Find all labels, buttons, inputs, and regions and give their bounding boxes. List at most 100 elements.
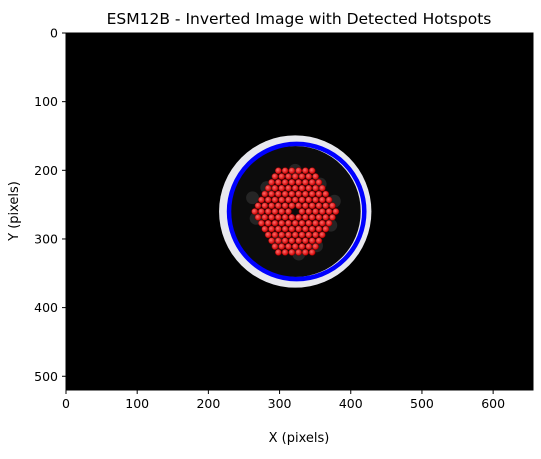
hotspot-point xyxy=(299,173,305,179)
hotspot-point xyxy=(306,220,312,226)
hotspot-point xyxy=(272,232,278,238)
hotspot-point xyxy=(316,214,322,220)
hotspot-point xyxy=(272,185,278,191)
hotspot-point xyxy=(262,203,268,209)
hotspot-point xyxy=(265,185,271,191)
hotspot-point xyxy=(282,191,288,197)
hotspot-point xyxy=(292,243,298,249)
hotspot-point xyxy=(262,214,268,220)
hotspot-point xyxy=(296,214,302,220)
hotspot-point xyxy=(272,220,278,226)
hotspot-point xyxy=(309,203,315,209)
hotspot-point xyxy=(272,173,278,179)
hotspot-point xyxy=(289,191,295,197)
hotspot-point xyxy=(306,243,312,249)
hotspot-point xyxy=(323,191,329,197)
hotspot-point xyxy=(316,191,322,197)
hotspot-point xyxy=(296,179,302,185)
hotspot-point xyxy=(326,197,332,203)
hotspot-point xyxy=(312,173,318,179)
hotspot-point xyxy=(319,208,325,214)
x-axis-ticks: 0 100 200 300 400 500 600 xyxy=(62,390,505,411)
hotspot-point xyxy=(275,249,281,255)
hotspot-point xyxy=(326,208,332,214)
hotspot-point xyxy=(292,185,298,191)
hotspot-point xyxy=(292,232,298,238)
hotspot-point xyxy=(268,214,274,220)
hotspot-point xyxy=(265,197,271,203)
hotspot-point xyxy=(302,191,308,197)
hotspot-point xyxy=(319,232,325,238)
hotspot-point xyxy=(312,243,318,249)
x-tick-label: 600 xyxy=(481,396,505,411)
hotspot-point xyxy=(285,208,291,214)
hotspot-point xyxy=(302,249,308,255)
y-tick-label: 400 xyxy=(34,300,58,315)
hotspot-point xyxy=(282,238,288,244)
hotspot-point xyxy=(296,168,302,174)
hotspot-point xyxy=(282,249,288,255)
hotspot-point xyxy=(285,197,291,203)
hotspot-point xyxy=(279,173,285,179)
hotspot-point xyxy=(312,197,318,203)
hotspot-point xyxy=(326,220,332,226)
hotspot-point xyxy=(319,185,325,191)
hotspot-point xyxy=(275,214,281,220)
hotspot-point xyxy=(258,208,264,214)
hotspot-point xyxy=(319,197,325,203)
hotspot-point xyxy=(285,173,291,179)
hotspot-point xyxy=(323,203,329,209)
hotspot-point xyxy=(258,197,264,203)
hotspot-point xyxy=(299,208,305,214)
hotspot-point xyxy=(279,220,285,226)
hotspot-point xyxy=(285,220,291,226)
hotspot-point xyxy=(323,214,329,220)
hotspot-point xyxy=(282,179,288,185)
hotspot-point xyxy=(272,243,278,249)
hotspot-point xyxy=(312,232,318,238)
chart-title: ESM12B - Inverted Image with Detected Ho… xyxy=(107,10,492,28)
hotspot-point xyxy=(312,185,318,191)
hotspot-point xyxy=(279,243,285,249)
hotspot-point xyxy=(265,220,271,226)
hotspot-point xyxy=(329,214,335,220)
hotspot-point xyxy=(268,191,274,197)
hotspot-point xyxy=(279,208,285,214)
y-tick-label: 500 xyxy=(34,369,58,384)
hotspot-point xyxy=(262,191,268,197)
hotspot-point xyxy=(268,226,274,232)
hotspot-point xyxy=(282,168,288,174)
hotspot-point xyxy=(275,168,281,174)
hotspot-point xyxy=(275,179,281,185)
hotspot-point xyxy=(296,191,302,197)
x-tick-label: 200 xyxy=(196,396,220,411)
hotspot-point xyxy=(296,226,302,232)
hotspot-point xyxy=(299,220,305,226)
hotspot-point xyxy=(309,191,315,197)
hotspot-point xyxy=(306,197,312,203)
plot-area xyxy=(66,33,533,390)
hotspot-point xyxy=(289,179,295,185)
hotspot-point xyxy=(272,208,278,214)
y-tick-label: 300 xyxy=(34,231,58,246)
x-tick-label: 400 xyxy=(339,396,363,411)
hotspot-point xyxy=(323,226,329,232)
hotspot-point xyxy=(316,203,322,209)
hotspot-point xyxy=(279,197,285,203)
hotspot-point xyxy=(302,226,308,232)
hotspot-point xyxy=(309,226,315,232)
hotspot-point xyxy=(268,238,274,244)
hotspot-point xyxy=(268,203,274,209)
image-texture-blob xyxy=(246,191,259,204)
hotspot-point xyxy=(289,168,295,174)
hotspot-point xyxy=(285,185,291,191)
hotspot-point xyxy=(289,214,295,220)
hotspot-point xyxy=(289,226,295,232)
hotspot-point xyxy=(282,203,288,209)
hotspot-point xyxy=(279,232,285,238)
hotspot-point xyxy=(302,168,308,174)
hotspot-point xyxy=(265,208,271,214)
hotspot-point xyxy=(306,232,312,238)
